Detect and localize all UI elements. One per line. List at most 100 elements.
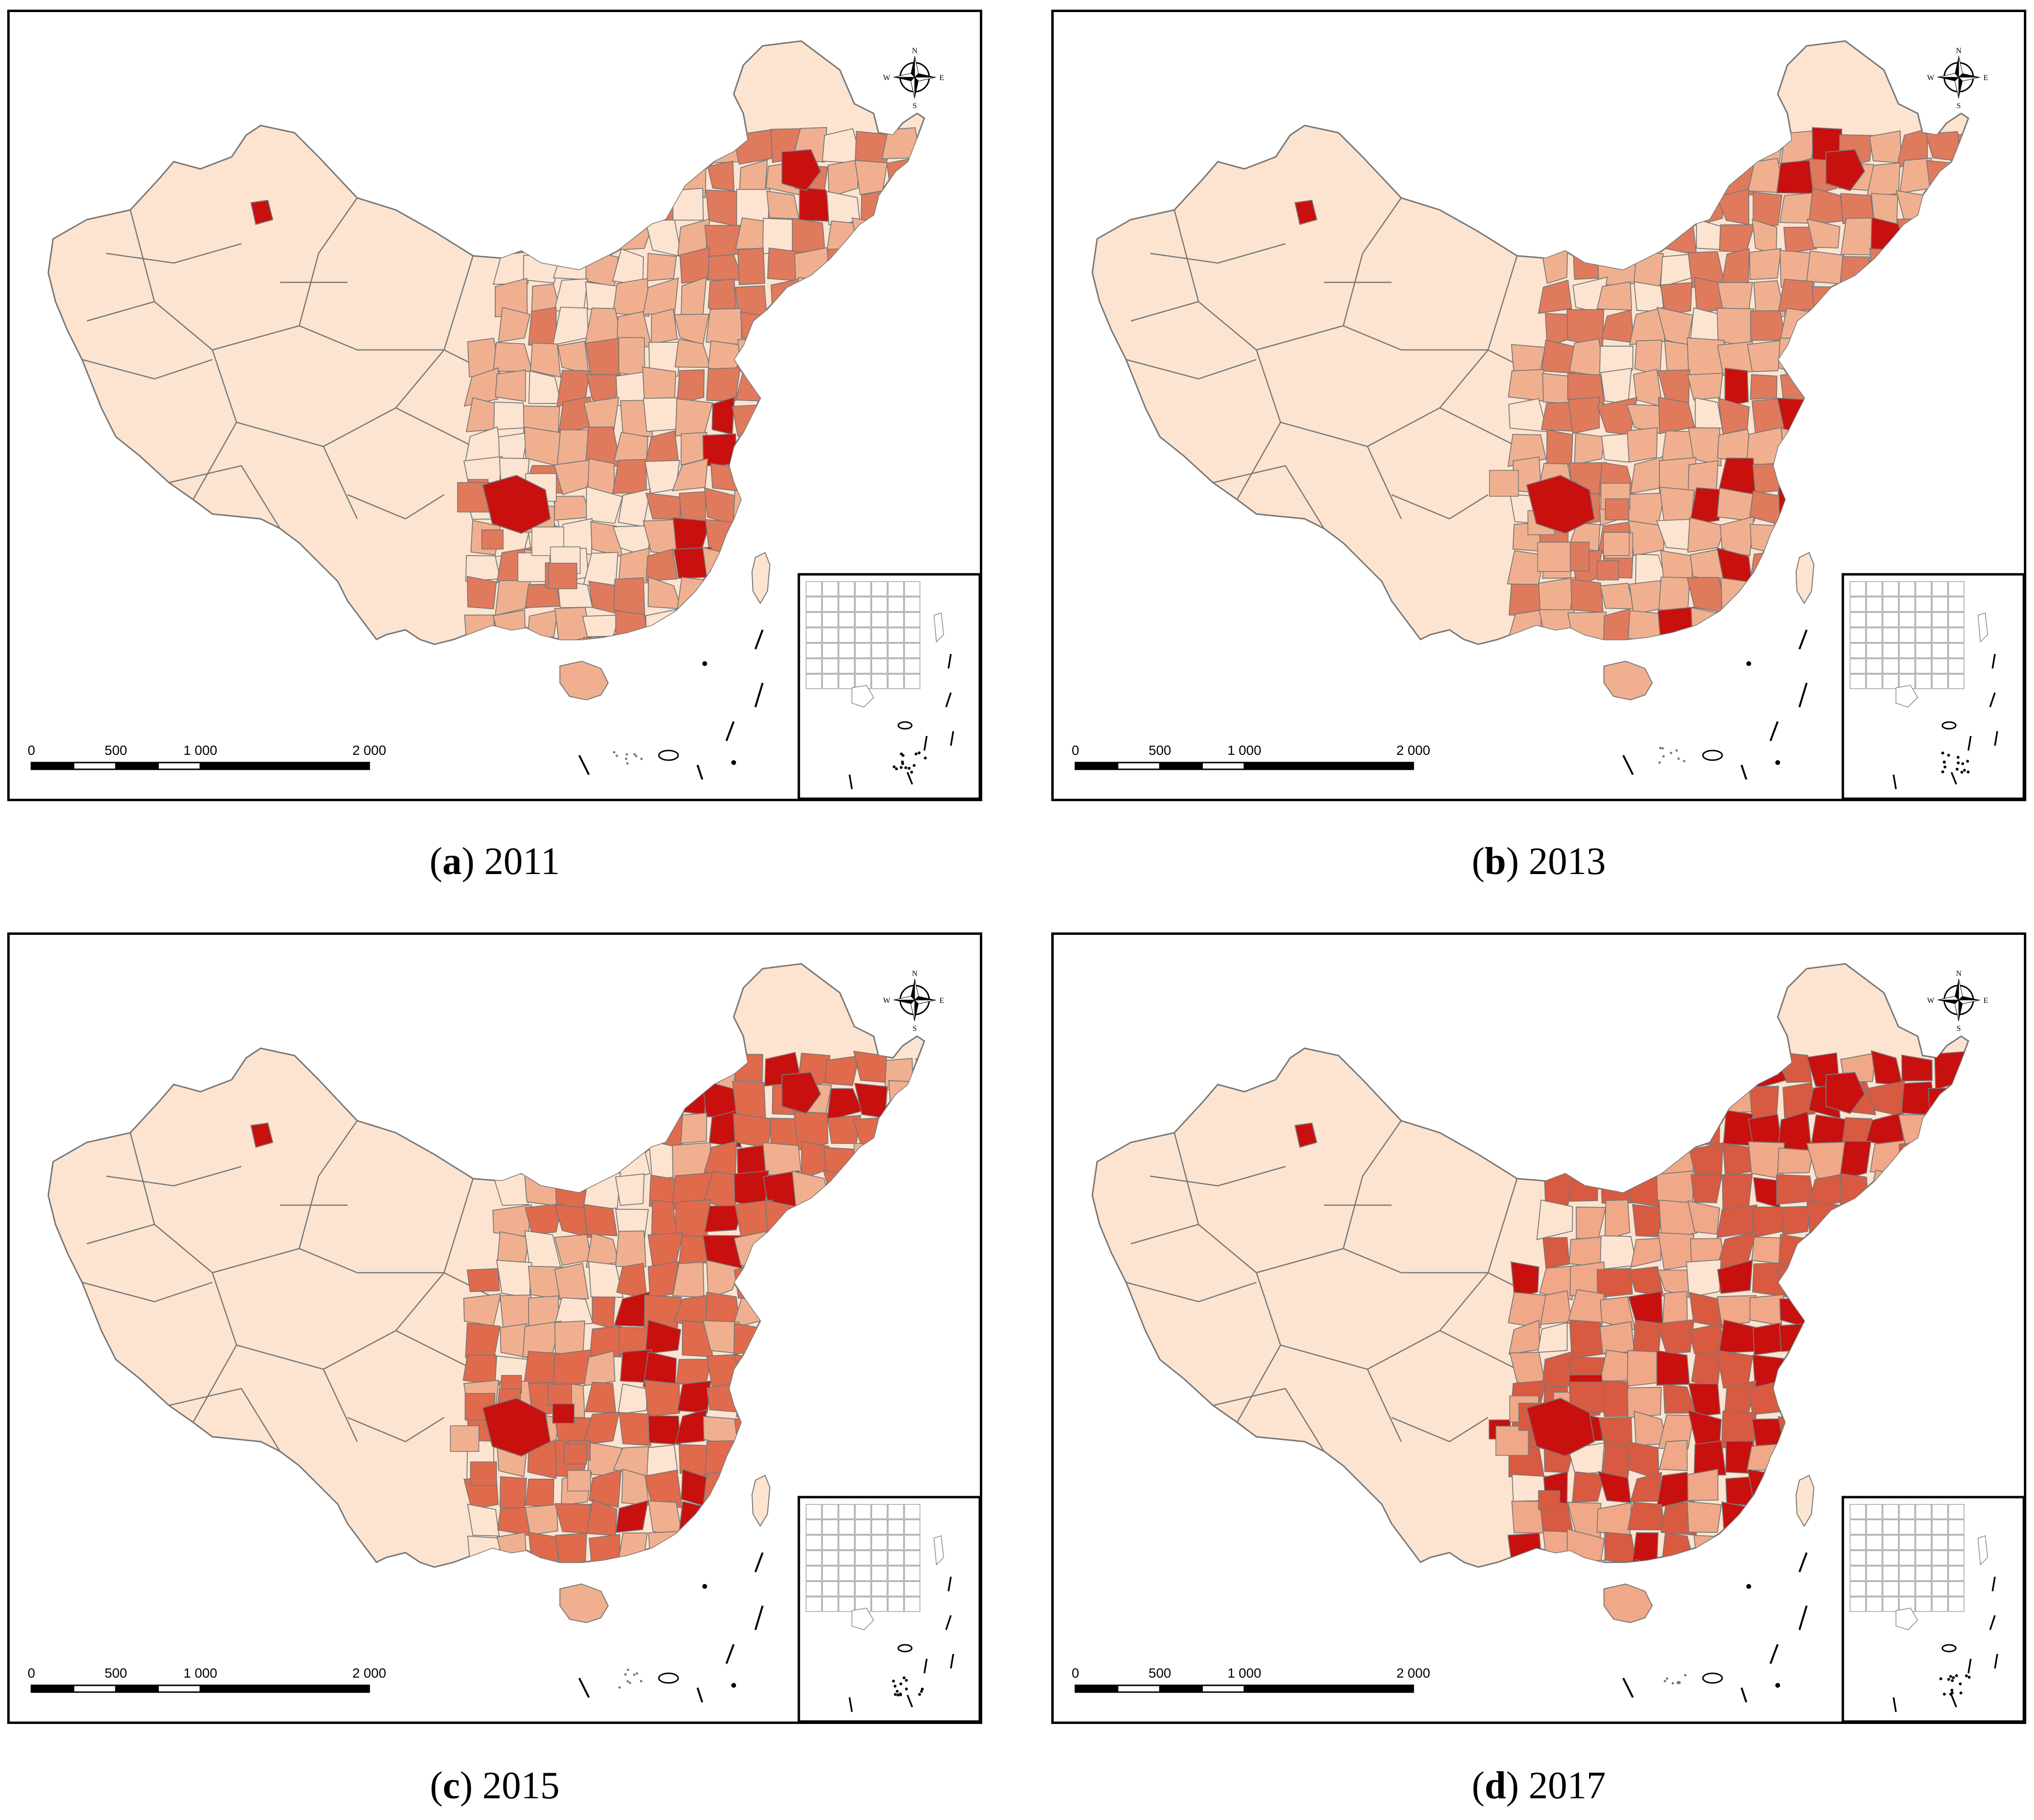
prefecture-region xyxy=(883,1232,923,1269)
scale-segment xyxy=(1201,762,1245,770)
prefecture-region xyxy=(762,492,798,526)
inset-region xyxy=(806,597,822,612)
prefecture-region xyxy=(1719,516,1755,556)
prefecture-region xyxy=(1776,1174,1815,1205)
prefecture-region xyxy=(822,337,863,369)
prefecture-region xyxy=(913,222,924,258)
prefecture-region xyxy=(1958,313,1968,347)
prefecture-region xyxy=(1568,397,1600,434)
inset-region xyxy=(888,1535,904,1550)
inset-dot xyxy=(1943,761,1946,764)
caption-a: (a) 2011 xyxy=(429,840,560,883)
inset-region xyxy=(871,1550,888,1566)
prefecture-region xyxy=(1718,1558,1757,1567)
inset-region xyxy=(1915,1550,1932,1566)
scale-segment xyxy=(199,1684,370,1693)
prefecture-region xyxy=(1902,1171,1934,1205)
scale-segment xyxy=(1117,762,1161,770)
prefecture-region xyxy=(1600,368,1632,405)
compass-w-label: W xyxy=(883,74,891,82)
prefecture-region xyxy=(674,130,710,167)
prefecture-region xyxy=(1690,1174,1723,1204)
inset-region xyxy=(1850,581,1866,597)
prefecture-region xyxy=(1926,1382,1967,1415)
prefecture-region xyxy=(915,1169,924,1202)
prefecture-region xyxy=(1958,283,1968,318)
prefecture-region xyxy=(1510,1261,1540,1299)
prefecture-region xyxy=(764,1262,802,1299)
inset-region xyxy=(1850,1504,1866,1519)
prefecture-region xyxy=(881,459,922,491)
prefecture-region xyxy=(1658,195,1697,226)
prefecture-region xyxy=(1806,1349,1846,1388)
inset-region xyxy=(1915,581,1932,597)
prefecture-region xyxy=(1717,1259,1753,1294)
prefecture-region xyxy=(523,254,560,284)
prefecture-region xyxy=(1629,1050,1668,1083)
prefecture-region xyxy=(467,576,497,610)
prefecture-region xyxy=(1872,397,1901,438)
prefecture-region xyxy=(1537,542,1571,572)
prefecture-region xyxy=(860,1207,893,1239)
inset-region xyxy=(806,674,822,689)
prefecture-region xyxy=(1656,1350,1690,1386)
compass-e-label: E xyxy=(939,74,944,82)
inset-region xyxy=(1866,674,1882,689)
prefecture-region xyxy=(1808,491,1839,519)
prefecture-region xyxy=(1751,612,1783,642)
prefecture-region xyxy=(1600,132,1633,168)
boundary-dash xyxy=(1769,1644,1779,1664)
inset-region xyxy=(1899,658,1915,674)
map-panel-a: 0 500 1 000 2 000 N S E W xyxy=(7,10,982,801)
prefecture-region xyxy=(884,249,922,284)
inset-region xyxy=(904,1535,920,1550)
prefecture-region xyxy=(1567,1141,1607,1181)
prefecture-region xyxy=(1959,342,1968,374)
prefecture-region xyxy=(592,1296,616,1330)
inset-region xyxy=(1948,658,1964,674)
inset-region xyxy=(1948,1597,1964,1612)
inset-region xyxy=(1915,1504,1932,1519)
island-dot xyxy=(1663,1680,1666,1682)
prefecture-region xyxy=(854,432,889,467)
prefecture-region xyxy=(884,1444,922,1473)
prefecture-region xyxy=(1905,522,1935,556)
inset-region xyxy=(838,643,855,658)
prefecture-region xyxy=(912,1381,924,1420)
prefecture-region xyxy=(1836,1203,1873,1241)
prefecture-region xyxy=(1866,344,1907,374)
prefecture-region xyxy=(1957,218,1968,255)
prefecture-region xyxy=(914,403,924,433)
scale-label: 500 xyxy=(105,1666,127,1681)
prefecture-region xyxy=(1776,643,1812,644)
prefecture-region xyxy=(1567,373,1605,405)
prefecture-region xyxy=(586,486,623,524)
prefecture-region xyxy=(702,582,742,616)
inset-region xyxy=(1882,1581,1899,1597)
scale-segment xyxy=(157,762,201,770)
prefecture-region xyxy=(1600,1172,1636,1204)
prefecture-region xyxy=(1839,1233,1877,1266)
prefecture-region xyxy=(1812,1321,1846,1356)
prefecture-region xyxy=(495,369,526,402)
prefecture-region xyxy=(1659,282,1693,315)
inset-region xyxy=(1899,612,1915,627)
prefecture-region xyxy=(482,474,551,534)
prefecture-region xyxy=(1808,429,1842,461)
compass-star-light xyxy=(1958,978,1963,1001)
map-content xyxy=(1091,963,1969,1703)
prefecture-region xyxy=(1604,1531,1637,1565)
prefecture-region xyxy=(795,461,831,495)
scale-bar: 0 500 1 000 2 000 xyxy=(1072,1666,1430,1693)
prefecture-region xyxy=(1597,1081,1632,1116)
inset-region xyxy=(1948,643,1964,658)
prefecture-region xyxy=(766,1564,800,1567)
prefecture-region xyxy=(1752,1354,1784,1387)
inset-region xyxy=(1882,1519,1899,1535)
prefecture-region xyxy=(552,1403,575,1424)
prefecture-region xyxy=(1867,521,1907,548)
prefecture-region xyxy=(680,1112,707,1144)
prefecture-region xyxy=(522,1320,562,1358)
prefecture-region xyxy=(1867,310,1905,346)
prefecture-region xyxy=(1927,401,1966,438)
